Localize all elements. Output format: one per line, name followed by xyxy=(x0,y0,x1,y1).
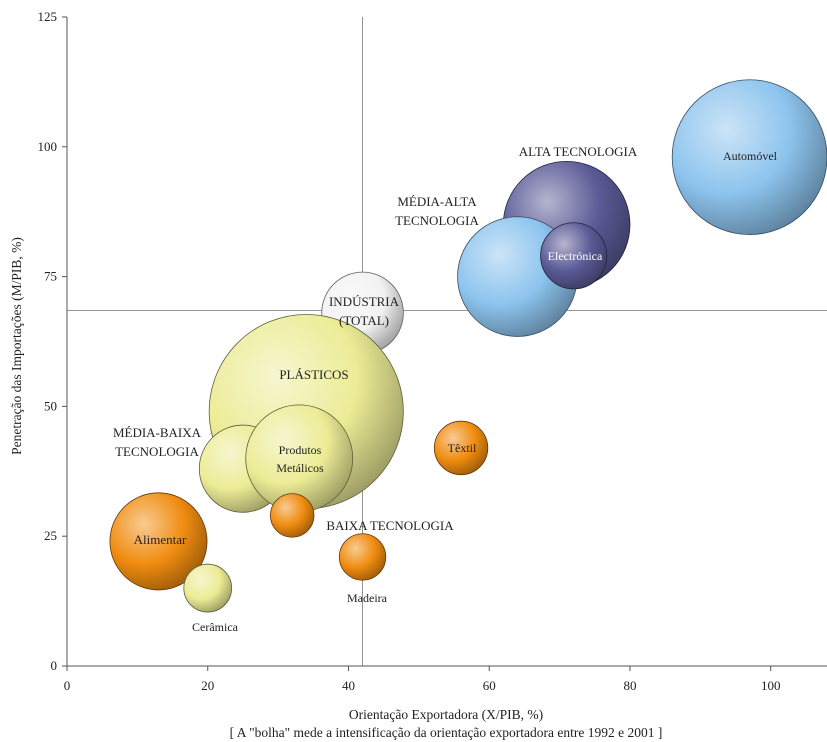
label-industria-line1: INDÚSTRIA xyxy=(329,294,400,309)
y-tick-label: 125 xyxy=(38,9,58,24)
label-media-baixa-line2: TECNOLOGIA xyxy=(115,444,199,459)
label-produtos-line1: Produtos xyxy=(279,443,322,457)
label-textil: Têxtil xyxy=(448,441,477,455)
bubble-alimentar xyxy=(109,492,208,591)
label-industria-line2: (TOTAL) xyxy=(339,313,389,328)
label-media-alta-line1: MÉDIA-ALTA xyxy=(397,194,477,209)
y-tick-label: 0 xyxy=(51,658,58,673)
bubbles xyxy=(109,79,827,613)
bubble-baixa-tecnologia xyxy=(269,493,315,538)
bubble-labels: ALTA TECNOLOGIA MÉDIA-ALTA TECNOLOGIA Au… xyxy=(113,144,778,634)
label-media-alta-line2: TECNOLOGIA xyxy=(395,213,479,228)
x-tick-label: 100 xyxy=(761,678,781,693)
y-tick-label: 100 xyxy=(38,139,58,154)
y-axis-title: Penetração das Importações (M/PIB, %) xyxy=(9,237,24,455)
bubble-madeira xyxy=(338,533,387,581)
label-ceramica: Cerâmica xyxy=(192,620,239,634)
x-tick-label: 0 xyxy=(64,678,71,693)
y-tick-label: 50 xyxy=(44,398,57,413)
y-tick-label: 75 xyxy=(44,269,57,284)
y-tick-label: 25 xyxy=(44,528,57,543)
label-madeira: Madeira xyxy=(347,591,388,605)
label-alta-tecnologia: ALTA TECNOLOGIA xyxy=(519,144,638,159)
label-produtos-line2: Metálicos xyxy=(276,461,324,475)
label-media-baixa-line1: MÉDIA-BAIXA xyxy=(113,425,202,440)
x-tick-label: 60 xyxy=(483,678,496,693)
bubble-ceramica xyxy=(183,563,233,613)
x-tick-label: 80 xyxy=(623,678,636,693)
bubble-electronica xyxy=(540,222,608,290)
axis-ticks: 0 20 40 60 80 100 0 25 50 75 100 125 xyxy=(38,9,781,693)
label-plasticos: PLÁSTICOS xyxy=(279,367,348,382)
label-baixa-tecnologia: BAIXA TECNOLOGIA xyxy=(326,518,454,533)
x-axis-title: Orientação Exportadora (X/PIB, %) xyxy=(349,707,543,722)
label-alimentar: Alimentar xyxy=(134,532,187,547)
chart-note: [ A "bolha" mede a intensificação da ori… xyxy=(230,725,663,740)
label-automovel: Automóvel xyxy=(723,149,778,163)
bubble-automovel xyxy=(671,79,827,235)
x-tick-label: 20 xyxy=(201,678,214,693)
label-electronica: Electrónica xyxy=(548,249,603,263)
x-tick-label: 40 xyxy=(342,678,355,693)
bubble-textil xyxy=(433,420,489,476)
